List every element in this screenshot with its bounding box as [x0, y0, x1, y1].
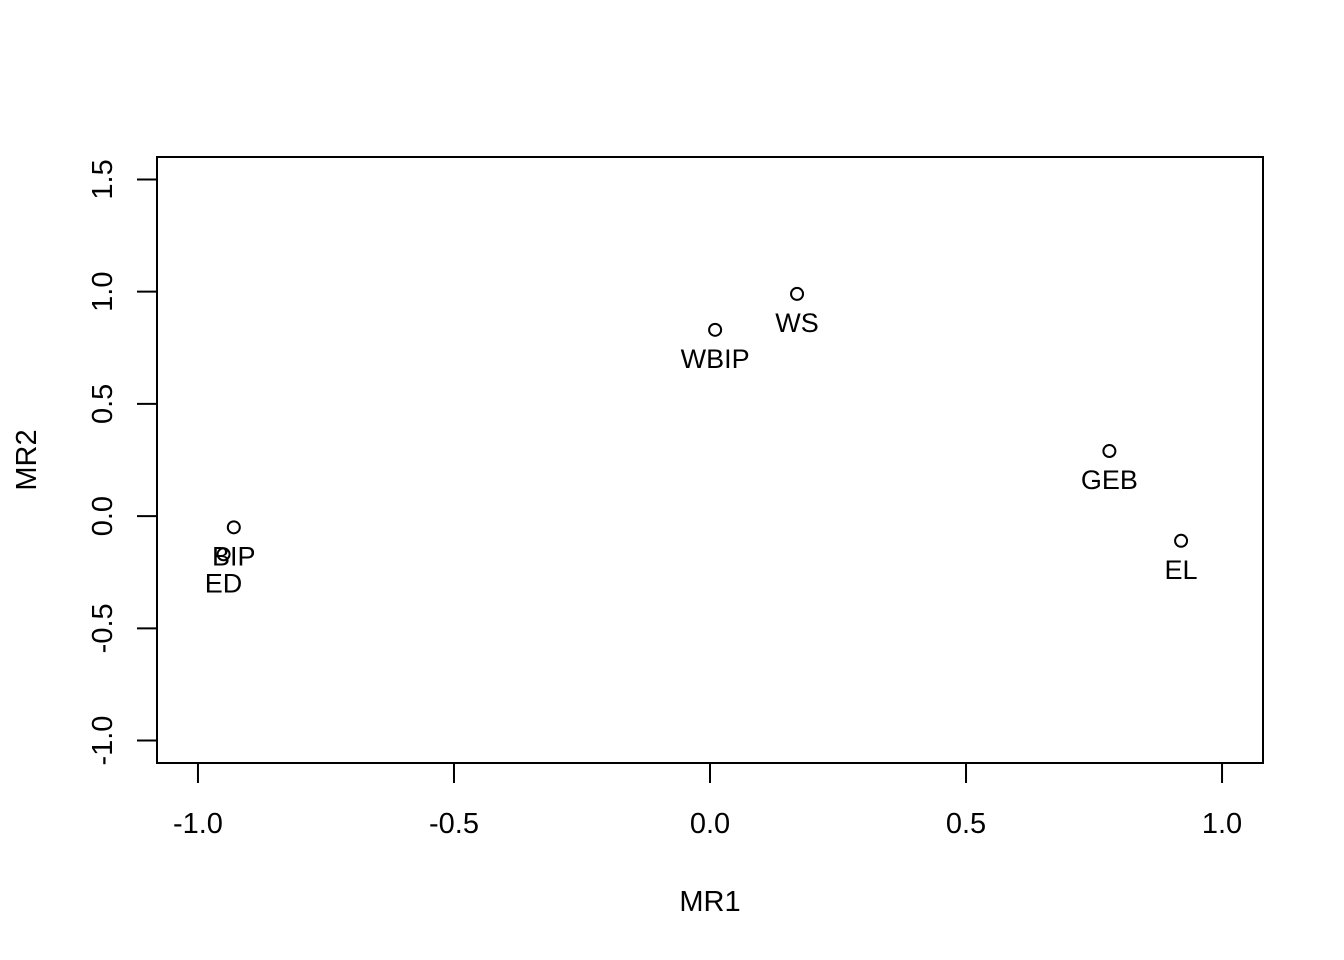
x-tick-label: -0.5 [429, 808, 479, 840]
x-tick-label: 0.0 [690, 808, 730, 840]
y-tick-label: 1.5 [87, 159, 119, 199]
point-label: BIP [212, 541, 256, 571]
plot-frame [156, 156, 1264, 764]
y-axis-title: MR2 [11, 429, 43, 490]
data-point [1102, 444, 1117, 459]
point-label: GEB [1081, 465, 1138, 495]
y-tick-label: -1.0 [87, 716, 119, 766]
point-label: WS [775, 308, 819, 338]
y-tick-label: 1.0 [87, 272, 119, 312]
data-point [226, 520, 241, 535]
x-tick-label: 1.0 [1202, 808, 1242, 840]
x-axis: -1.0 -0.5 0.0 0.5 1.0 [173, 762, 1242, 840]
data-point [708, 322, 723, 337]
y-axis: -1.0 -0.5 0.0 0.5 1.0 1.5 [87, 159, 158, 766]
x-axis-title: MR1 [679, 886, 740, 918]
data-point [216, 547, 231, 562]
y-tick-label: 0.5 [87, 384, 119, 424]
point-label: WBIP [681, 344, 750, 374]
data-point [1174, 533, 1189, 548]
point-label: EL [1165, 555, 1198, 585]
point-label: ED [205, 568, 243, 598]
y-tick-label: 0.0 [87, 496, 119, 536]
x-tick-label: 0.5 [946, 808, 986, 840]
data-point [790, 286, 805, 301]
y-tick-label: -0.5 [87, 603, 119, 653]
x-tick-label: -1.0 [173, 808, 223, 840]
